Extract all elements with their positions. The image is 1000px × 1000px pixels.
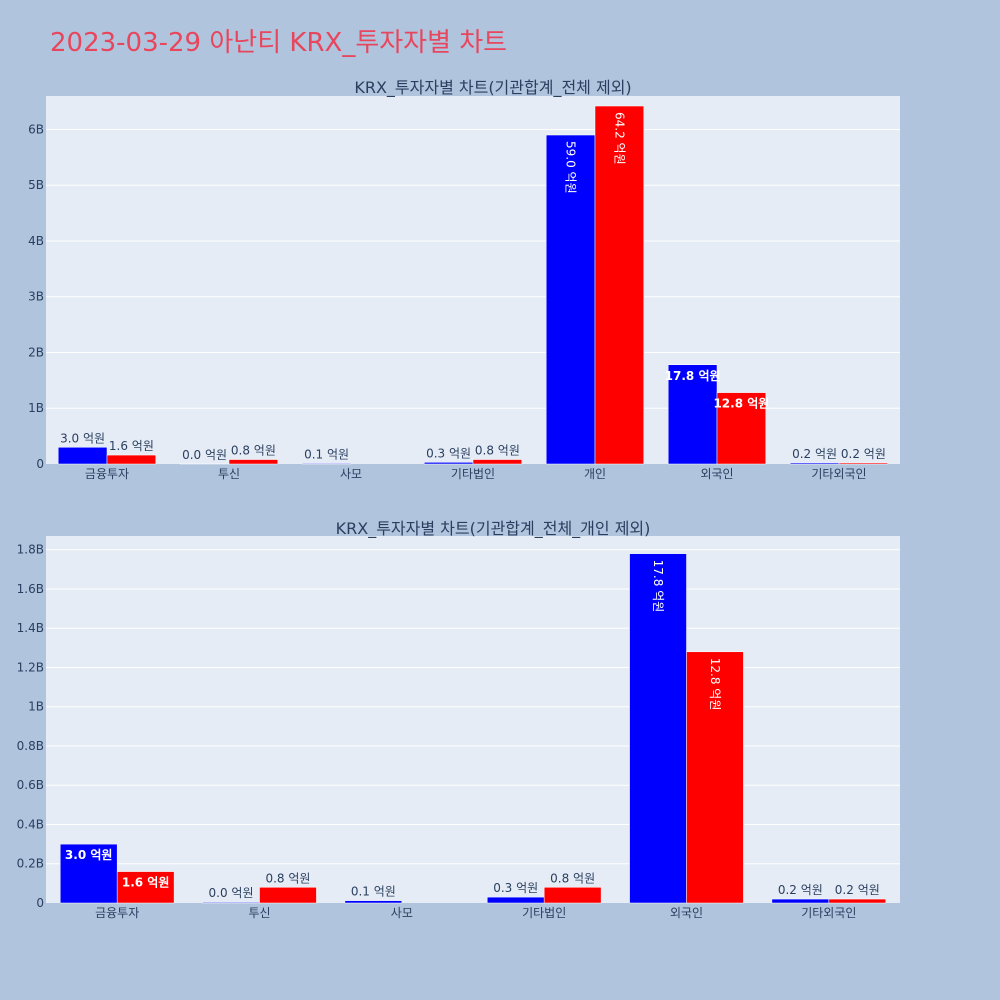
bar-1-1-3 [543, 887, 602, 904]
x-tick-label: 사모 [340, 467, 362, 481]
bar-0-1-6 [838, 462, 889, 465]
y-tick-label: 0.2B [17, 857, 44, 871]
data-label: 0.2 억원 [835, 883, 880, 897]
bar-0-0-5 [667, 364, 718, 465]
bar-1-1-0 [116, 871, 175, 904]
y-tick-label: 0.4B [17, 817, 44, 831]
x-tick-label: 개인 [584, 467, 606, 481]
bar-1-0-5 [771, 898, 830, 904]
y-tick-label: 1.4B [17, 621, 44, 635]
data-label: 0.0 억원 [209, 886, 254, 900]
bar-1-0-3 [486, 896, 545, 904]
data-label: 0.1 억원 [304, 447, 349, 461]
data-label: 1.6 억원 [122, 876, 170, 890]
y-tick-label: 5B [28, 178, 44, 192]
data-label: 3.0 억원 [60, 431, 105, 445]
data-label: 0.2 억원 [841, 447, 886, 461]
x-tick-label: 금융투자 [95, 906, 139, 920]
y-tick-label: 0.8B [17, 739, 44, 753]
data-label: 0.8 억원 [231, 444, 276, 458]
y-tick-label: 3B [28, 290, 44, 304]
chart-top: KRX_투자자별 차트(기관합계_전체 제외) 0 1B 2B 3B 4B 5B 6B 금융투자… [28, 78, 900, 481]
y-tick-label: 1B [28, 700, 44, 714]
x-tick-label: 금융투자 [85, 467, 129, 481]
data-label: 0.2 억원 [778, 883, 823, 897]
y-tick-label: 4B [28, 234, 44, 248]
bar-1-0-4 [629, 553, 687, 904]
bar-0-0-2 [301, 463, 352, 465]
bar-1-1-5 [828, 898, 887, 904]
bar-0-0-3 [423, 462, 474, 465]
y-tick-label: 0 [36, 896, 44, 910]
x-tick-label: 투신 [218, 467, 240, 481]
plot-area [46, 536, 900, 903]
x-tick-label: 외국인 [670, 906, 703, 920]
data-label: 0.2 억원 [792, 447, 837, 461]
y-tick-label: 2B [28, 345, 44, 359]
data-label: 0.0 억원 [182, 448, 227, 462]
x-tick-label: 투신 [248, 906, 270, 920]
chart-bottom: KRX_투자자별 차트(기관합계_전체_개인 제외) 0 0.2B 0.4B 0.6B 0… [17, 519, 900, 920]
bar-1-0-2 [344, 900, 403, 904]
x-tick-label: 기타법인 [451, 467, 495, 481]
y-tick-label: 1.6B [17, 582, 44, 596]
data-label: 0.8 억원 [550, 871, 595, 885]
data-label: 12.8 억원 [708, 658, 722, 711]
data-label: 0.3 억원 [493, 881, 538, 895]
data-label: 0.3 억원 [426, 446, 471, 460]
bar-1-1-1 [259, 887, 317, 904]
plot-area [46, 96, 900, 464]
data-label: 17.8 억원 [665, 369, 721, 383]
y-tick-label: 1B [28, 401, 44, 415]
x-tick-label: 사모 [391, 906, 413, 920]
data-label: 17.8 억원 [651, 560, 665, 613]
page-title: 2023-03-29 아난티 KRX_투자자별 차트 [50, 28, 508, 58]
y-tick-label: 0 [36, 457, 44, 471]
bar-0-1-0 [106, 454, 157, 465]
x-tick-label: 외국인 [700, 467, 733, 481]
y-tick-label: 1.8B [17, 543, 44, 557]
chart-title: KRX_투자자별 차트(기관합계_전체 제외) [354, 78, 631, 98]
data-label: 64.2 억원 [612, 112, 626, 165]
bar-0-0-0 [57, 447, 108, 465]
chart-title: KRX_투자자별 차트(기관합계_전체_개인 제외) [336, 519, 651, 539]
x-tick-label: 기타법인 [522, 906, 566, 920]
bar-0-1-1 [228, 459, 279, 465]
y-tick-label: 1.2B [17, 660, 44, 674]
bar-0-1-4 [594, 105, 645, 465]
bar-1-0-1 [202, 901, 260, 904]
bar-0-1-3 [472, 459, 523, 465]
data-label: 59.0 억원 [564, 141, 578, 194]
data-label: 12.8 억원 [713, 397, 769, 411]
x-tick-label: 기타외국인 [801, 906, 856, 920]
y-tick-label: 0.6B [17, 778, 44, 792]
data-label: 0.8 억원 [265, 871, 310, 885]
x-tick-label: 기타외국인 [811, 467, 866, 481]
bar-0-1-5 [716, 392, 767, 465]
data-label: 0.1 억원 [351, 885, 396, 899]
y-tick-label: 6B [28, 122, 44, 136]
bar-1-1-4 [686, 651, 744, 904]
data-label: 0.8 억원 [475, 444, 520, 458]
data-label: 1.6 억원 [109, 439, 154, 453]
data-label: 3.0 억원 [65, 848, 113, 862]
bar-0-0-6 [789, 462, 840, 465]
